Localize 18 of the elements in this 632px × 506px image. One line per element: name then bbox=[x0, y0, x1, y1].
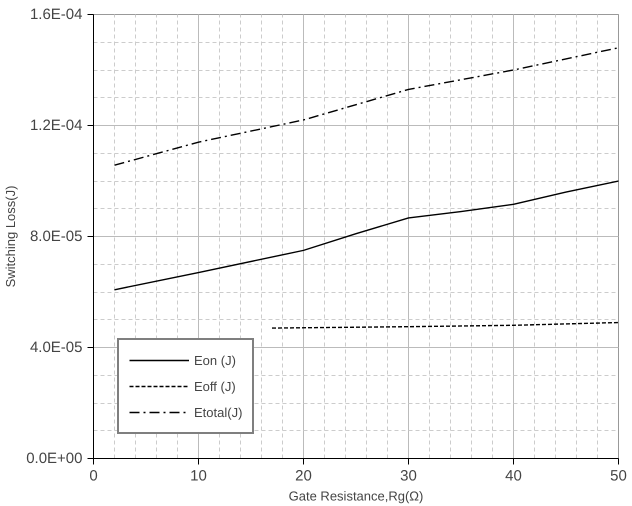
line-series bbox=[114, 180, 618, 290]
x-tick-label: 0 bbox=[89, 468, 98, 484]
x-tick-label: 40 bbox=[505, 468, 522, 484]
y-tick-label: 1.6E-04 bbox=[30, 6, 83, 23]
y-tick-label: 1.2E-04 bbox=[30, 117, 83, 134]
line-series bbox=[114, 47, 618, 166]
legend-label: Eon (J) bbox=[194, 352, 236, 368]
x-axis-title: Gate Resistance,Rg(Ω) bbox=[288, 488, 424, 504]
legend-label: Eoff (J) bbox=[194, 378, 236, 394]
y-tick-label: 0.0E+00 bbox=[26, 450, 83, 467]
x-tick-label: 10 bbox=[190, 468, 207, 484]
x-tick-label: 50 bbox=[610, 468, 627, 484]
y-tick-label: 8.0E-05 bbox=[30, 228, 83, 245]
x-tick-label: 20 bbox=[295, 468, 312, 484]
x-tick-label: 30 bbox=[400, 468, 417, 484]
legend-label: Etotal(J) bbox=[194, 404, 242, 420]
y-tick-label: 4.0E-05 bbox=[30, 339, 83, 356]
y-axis-title: Switching Loss(J) bbox=[3, 186, 18, 288]
